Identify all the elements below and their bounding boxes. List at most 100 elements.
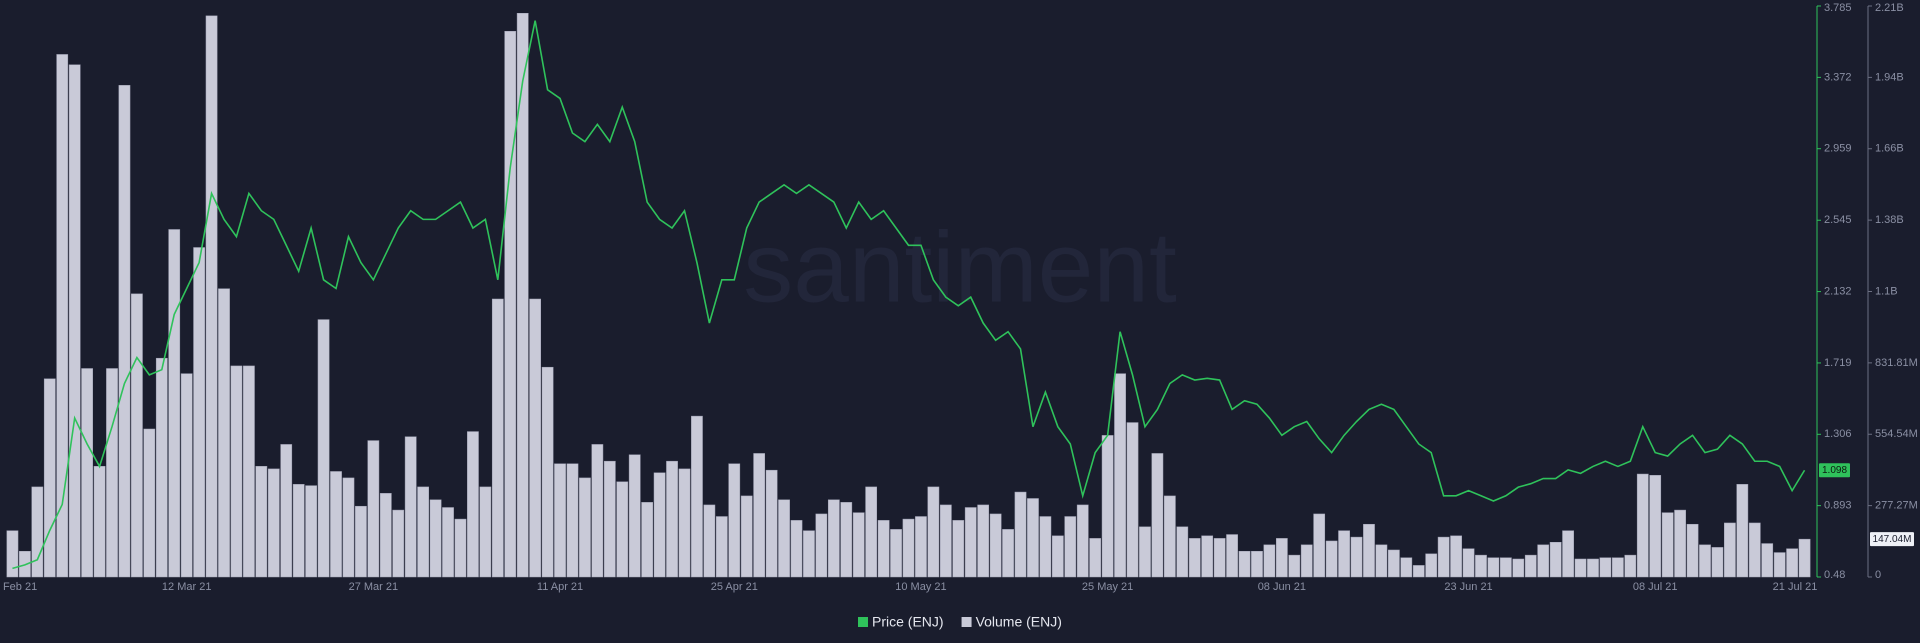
y-tick-label: 0.48: [1824, 569, 1845, 581]
volume-bar: [367, 440, 380, 578]
volume-bar: [579, 477, 591, 578]
volume-bar: [1500, 557, 1512, 578]
volume-bar: [317, 319, 330, 578]
volume-bar: [1724, 522, 1736, 578]
volume-bar: [56, 54, 69, 578]
volume-bar: [1773, 552, 1786, 578]
x-tick-label: 21 Jul 21: [1773, 581, 1818, 593]
volume-bar: [977, 504, 990, 578]
volume-bar: [1798, 538, 1811, 578]
volume-bar: [952, 520, 965, 578]
volume-bar: [1786, 548, 1798, 578]
volume-bar: [1076, 504, 1089, 578]
legend-label: Volume (ENJ): [976, 614, 1062, 630]
volume-bar: [1313, 513, 1326, 578]
volume-bar: [691, 415, 703, 578]
volume-bar: [1300, 544, 1313, 578]
volume-bar: [790, 520, 803, 578]
volume-bar: [1039, 516, 1052, 578]
volume-bar: [715, 516, 728, 578]
volume-bar: [404, 436, 417, 578]
volume-bar: [330, 471, 342, 578]
volume-bar: [728, 463, 741, 578]
legend-swatch: [858, 617, 868, 627]
volume-bar: [193, 247, 205, 578]
price-marker-label: 1.098: [1822, 465, 1847, 476]
volume-bar: [541, 366, 554, 578]
volume-bar: [939, 504, 952, 578]
volume-bar: [230, 365, 243, 578]
volume-bar: [753, 453, 766, 578]
volume-bar: [1699, 544, 1711, 578]
y-tick-label: 1.719: [1824, 357, 1852, 369]
x-tick-label: 10 May 21: [895, 581, 946, 593]
volume-bar: [68, 64, 81, 578]
volume-bar: [1462, 548, 1475, 578]
volume-bar: [678, 468, 691, 578]
volume-bar: [1587, 558, 1599, 578]
volume-bar: [1002, 529, 1014, 578]
x-tick-label: 27 Mar 21: [349, 581, 399, 593]
x-tick-label: 08 Jun 21: [1258, 581, 1306, 593]
legend: Price (ENJ) Volume (ENJ): [858, 614, 1062, 630]
volume-bar: [1251, 551, 1263, 578]
y2-tick-label: 0: [1875, 569, 1881, 581]
volume-bar: [1736, 484, 1749, 578]
volume-bar: [355, 505, 367, 578]
volume-bar: [641, 502, 654, 578]
volume-bar: [566, 463, 579, 578]
volume-bar: [554, 463, 566, 578]
volume-bar: [815, 513, 828, 578]
volume-bar: [1014, 491, 1027, 578]
volume-bar: [392, 509, 405, 578]
x-tick-label: 08 Jul 21: [1633, 581, 1678, 593]
volume-bar: [1549, 541, 1562, 578]
volume-bar: [1599, 557, 1612, 578]
y-tick-label: 0.893: [1824, 500, 1852, 512]
y-tick-label: 2.132: [1824, 285, 1852, 297]
volume-bar: [1126, 422, 1139, 578]
volume-bar: [442, 507, 454, 578]
volume-bar: [591, 444, 604, 578]
volume-bar: [1276, 538, 1288, 578]
volume-bar: [778, 499, 790, 578]
volume-marker-label: 147.04M: [1873, 534, 1912, 545]
volume-bar: [1288, 554, 1301, 578]
volume-bar: [454, 518, 467, 578]
volume-bar: [1425, 553, 1438, 578]
y2-tick-label: 1.1B: [1875, 285, 1898, 297]
y2-tick-label: 1.94B: [1875, 71, 1904, 83]
volume-bar: [255, 466, 268, 578]
x-tick-label: 26 Feb 21: [0, 581, 37, 593]
x-tick-label: 12 Mar 21: [162, 581, 212, 593]
x-tick-label: 11 Apr 21: [537, 581, 583, 593]
volume-bar: [31, 486, 44, 578]
x-tick-label: 25 Apr 21: [711, 581, 758, 593]
volume-bar: [1661, 512, 1674, 578]
volume-bar: [243, 365, 255, 578]
watermark: santiment: [743, 211, 1177, 323]
volume-bar: [1388, 549, 1400, 578]
volume-bar: [1325, 540, 1338, 578]
volume-bar: [915, 516, 927, 578]
volume-bar: [765, 469, 778, 578]
volume-bar: [1338, 530, 1350, 578]
volume-bar: [1512, 558, 1525, 578]
volume-bar: [1437, 536, 1450, 578]
y-tick-label: 1.306: [1824, 428, 1852, 440]
y-tick-label: 3.785: [1824, 2, 1852, 14]
volume-bar: [1686, 523, 1699, 578]
legend-swatch: [961, 617, 972, 627]
volume-bar: [106, 368, 118, 578]
volume-bar: [1226, 534, 1238, 578]
y2-tick-label: 1.38B: [1875, 214, 1904, 226]
volume-bar: [964, 507, 977, 578]
volume-bar: [1562, 530, 1574, 578]
volume-bar: [1238, 551, 1251, 578]
volume-bar: [131, 293, 143, 578]
volume-bar: [628, 454, 641, 578]
volume-bar: [616, 481, 629, 578]
volume-bar: [118, 85, 131, 578]
volume-bar: [927, 486, 940, 578]
